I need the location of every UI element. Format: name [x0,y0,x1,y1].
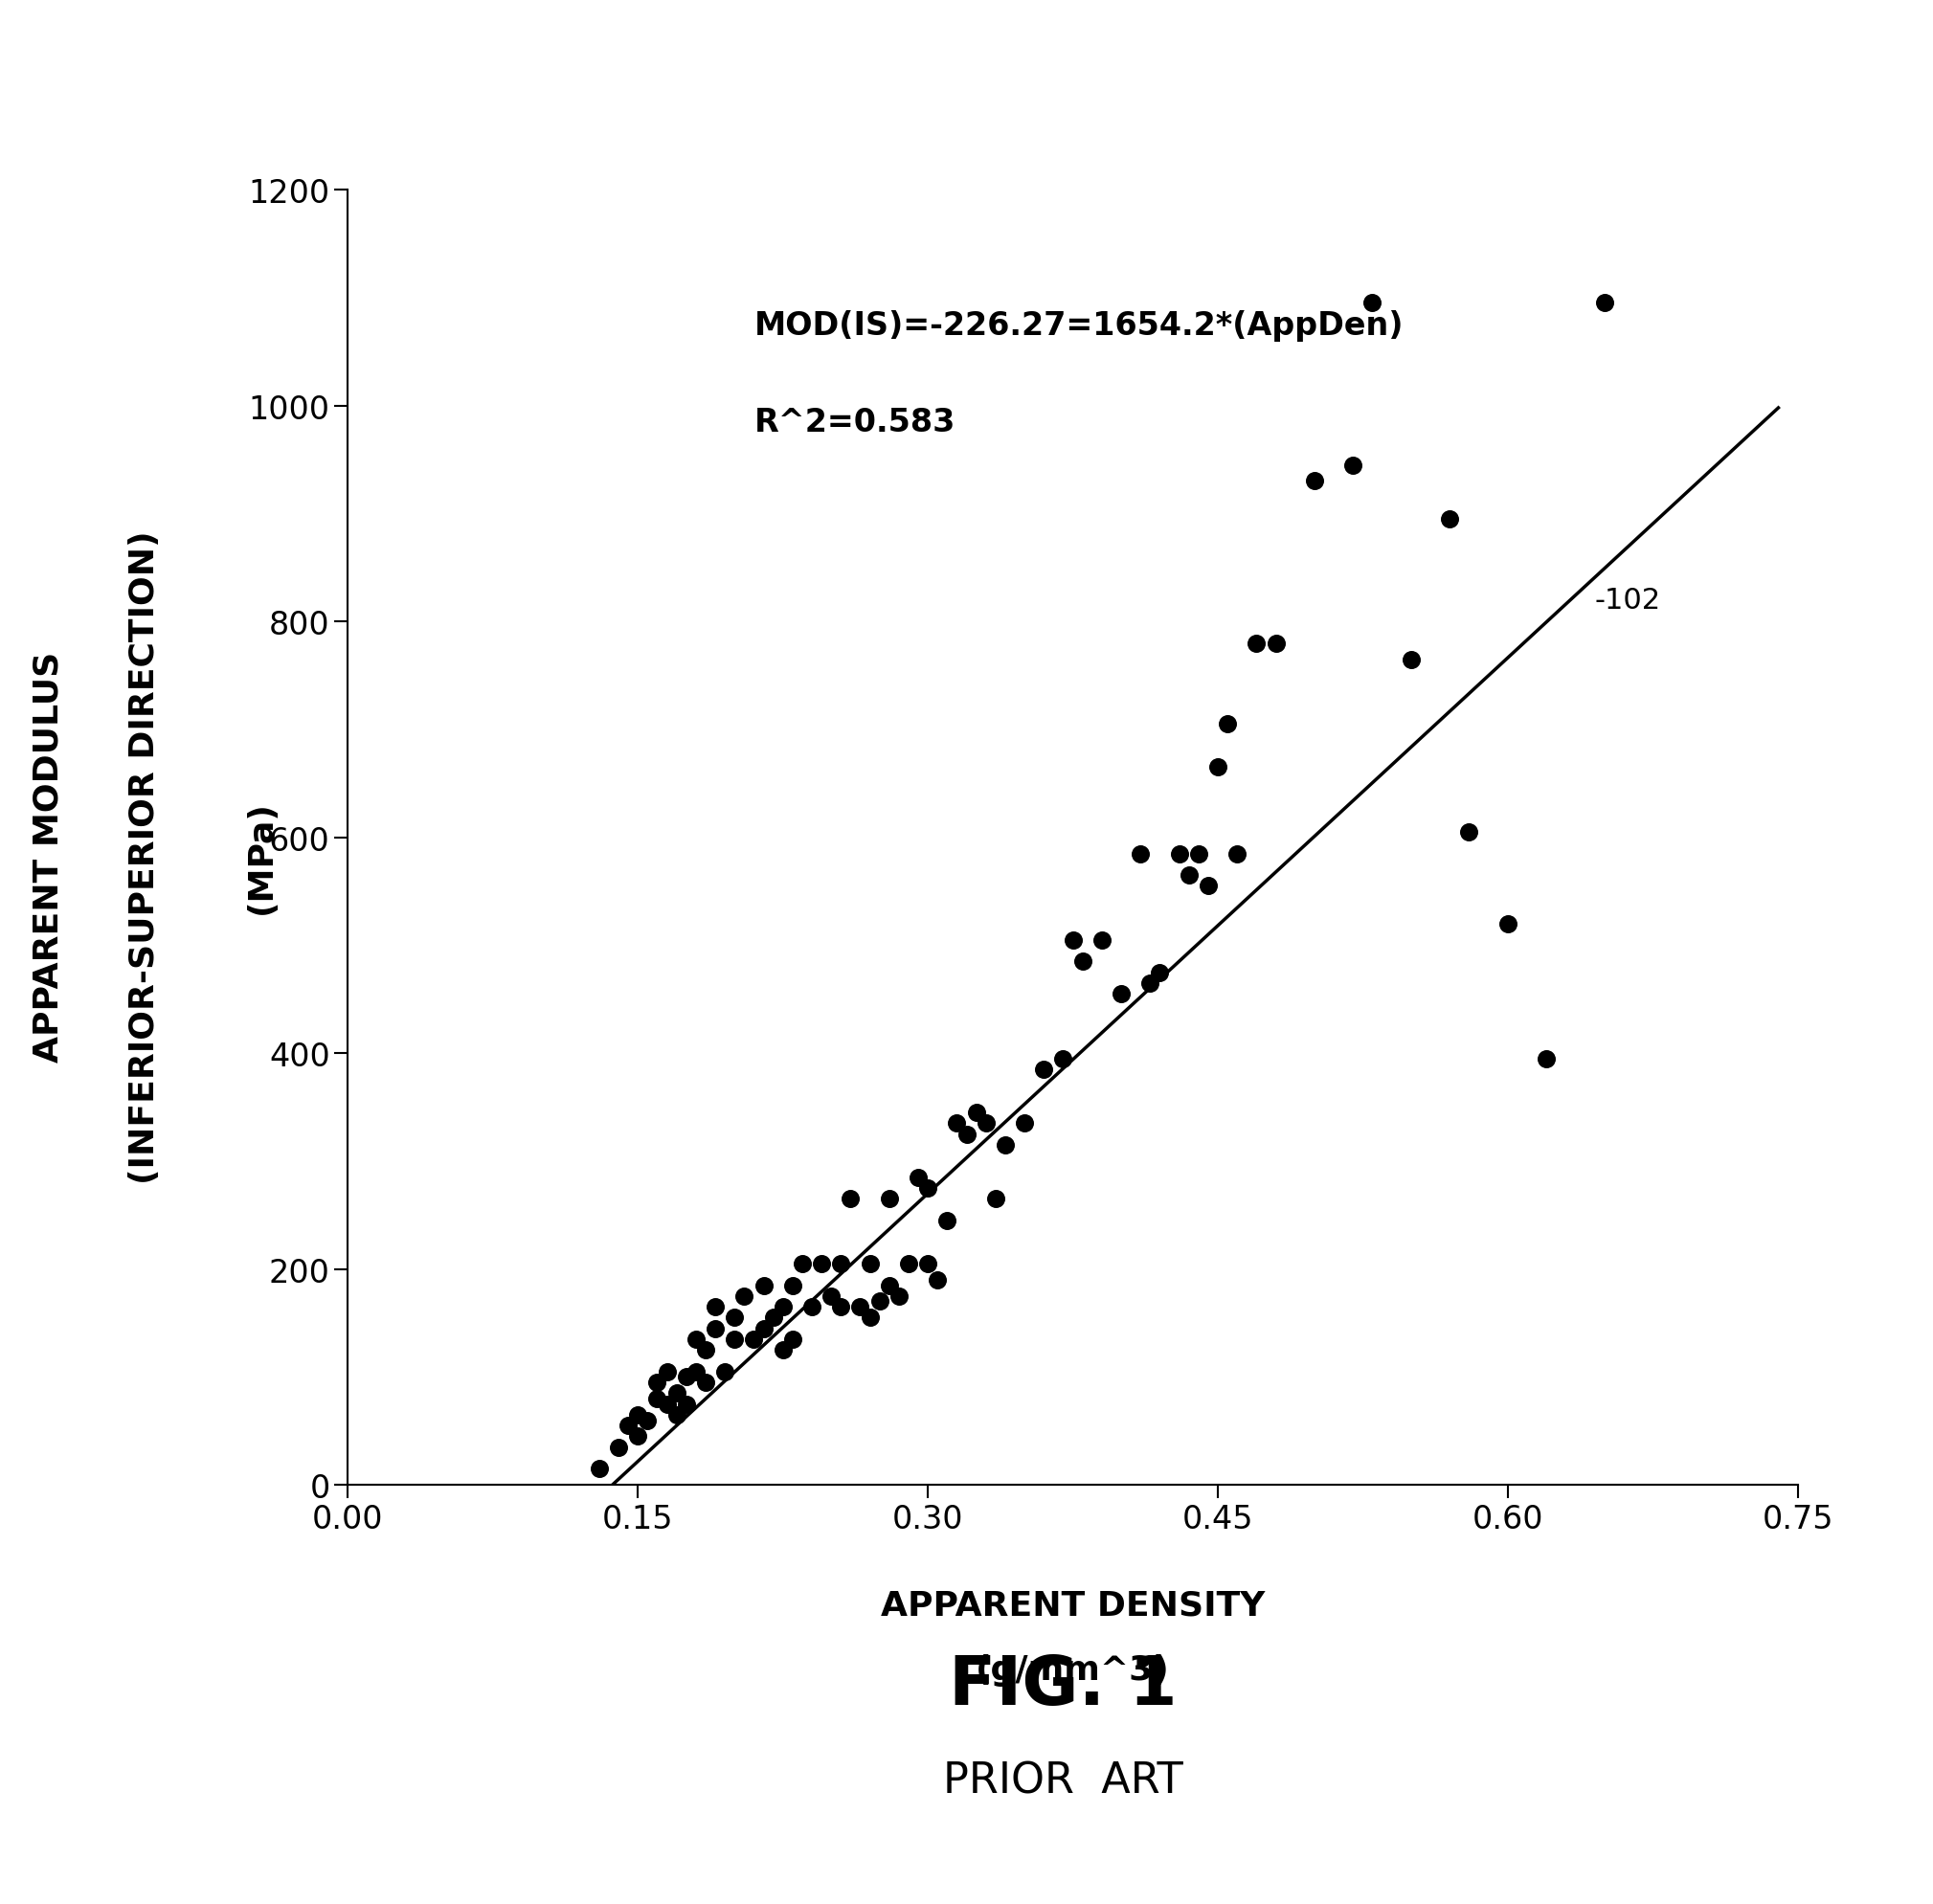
Point [912,1249,943,1279]
Text: (g/mm^3): (g/mm^3) [976,1653,1169,1685]
Point [680,1325,711,1356]
Point [845,1291,876,1321]
Point [709,1356,740,1386]
Point [1299,466,1330,497]
Text: APPARENT DENSITY: APPARENT DENSITY [881,1588,1264,1620]
Point [651,1356,682,1386]
Point [671,1361,702,1392]
Point [864,1287,895,1318]
Point [1183,838,1214,868]
Point [932,1205,963,1236]
Point [680,1356,711,1386]
Text: R^2=0.583: R^2=0.583 [754,407,955,438]
Point [796,1291,827,1321]
Point [1222,838,1253,868]
Point [1202,752,1233,783]
Point [806,1249,837,1279]
Point [825,1291,856,1321]
Text: (MPa): (MPa) [245,800,276,914]
Point [835,1184,866,1215]
Point [1173,861,1204,891]
Point [1241,628,1272,659]
Point [816,1281,847,1312]
Point [854,1302,885,1333]
Point [777,1325,808,1356]
Point [661,1399,692,1430]
Point [700,1314,731,1344]
Point [700,1291,731,1321]
Point [613,1411,644,1441]
Point [893,1249,924,1279]
Point [1125,838,1156,868]
Point [748,1270,779,1300]
Point [1164,838,1195,868]
Point [1212,710,1243,741]
Point [883,1281,914,1312]
Point [729,1281,760,1312]
Text: MOD(IS)=-226.27=1654.2*(AppDen): MOD(IS)=-226.27=1654.2*(AppDen) [754,310,1403,341]
Point [970,1108,1001,1139]
Point [758,1302,789,1333]
Point [941,1108,972,1139]
Point [1028,1055,1059,1085]
Point [671,1390,702,1420]
Point [584,1455,615,1485]
Point [642,1384,673,1415]
Point [903,1161,934,1192]
Point [990,1131,1021,1161]
Point [1338,449,1369,480]
Point [1057,925,1088,956]
Point [651,1390,682,1420]
Point [961,1097,992,1127]
Point [690,1367,721,1398]
Point [642,1367,673,1398]
Point [1144,958,1175,988]
Point [767,1291,798,1321]
Point [854,1249,885,1279]
Point [1531,1043,1562,1074]
Point [1357,288,1388,318]
Point [922,1264,953,1295]
Point [777,1270,808,1300]
Point [1009,1108,1040,1139]
Text: APPARENT MODULUS: APPARENT MODULUS [33,651,64,1062]
Point [951,1120,982,1150]
Text: (INFERIOR-SUPERIOR DIRECTION): (INFERIOR-SUPERIOR DIRECTION) [130,529,160,1184]
Point [1396,644,1427,676]
Point [1454,817,1485,847]
Point [622,1399,653,1430]
Point [1193,872,1224,902]
Point [1492,908,1523,939]
Point [1135,967,1166,998]
Point [767,1335,798,1365]
Point [1106,979,1137,1009]
Point [632,1405,663,1436]
Point [825,1249,856,1279]
Point [874,1270,905,1300]
Point [874,1184,905,1215]
Point [748,1314,779,1344]
Text: FIG. 1: FIG. 1 [949,1653,1177,1717]
Point [738,1325,769,1356]
Point [912,1173,943,1203]
Point [980,1184,1011,1215]
Point [622,1420,653,1451]
Text: -102: -102 [1595,586,1660,615]
Text: PRIOR  ART: PRIOR ART [943,1759,1183,1801]
Point [1086,925,1117,956]
Point [1067,946,1098,977]
Point [1589,288,1620,318]
Point [1260,628,1291,659]
Point [719,1302,750,1333]
Point [1434,505,1465,535]
Point [719,1325,750,1356]
Point [661,1378,692,1409]
Point [603,1432,634,1462]
Point [787,1249,818,1279]
Point [1048,1043,1079,1074]
Point [690,1335,721,1365]
